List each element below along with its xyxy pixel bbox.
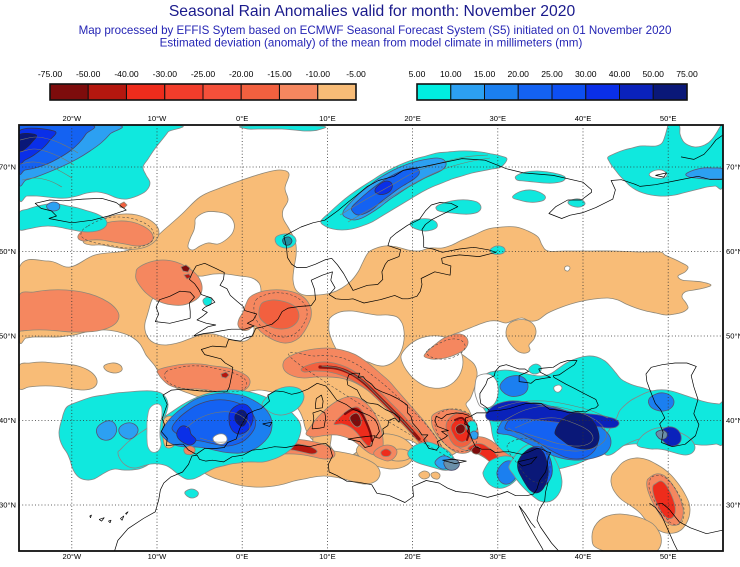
svg-text:10°E: 10°E — [319, 114, 336, 123]
svg-text:75.00: 75.00 — [676, 69, 698, 79]
svg-text:20°W: 20°W — [62, 552, 81, 561]
svg-text:30°N: 30°N — [0, 501, 16, 510]
svg-text:-10.00: -10.00 — [306, 69, 331, 79]
svg-text:50°E: 50°E — [660, 114, 677, 123]
svg-text:-40.00: -40.00 — [114, 69, 139, 79]
svg-text:Map processed by EFFIS Sytem b: Map processed by EFFIS Sytem based on EC… — [79, 24, 672, 37]
svg-text:20°W: 20°W — [62, 114, 81, 123]
svg-text:20°E: 20°E — [404, 114, 421, 123]
svg-text:30.00: 30.00 — [575, 69, 597, 79]
svg-text:0°E: 0°E — [236, 552, 248, 561]
svg-text:-20.00: -20.00 — [229, 69, 254, 79]
svg-text:70°N: 70°N — [726, 163, 740, 172]
svg-text:40°N: 40°N — [726, 416, 740, 425]
svg-text:5.00: 5.00 — [409, 69, 426, 79]
svg-text:0°E: 0°E — [236, 114, 248, 123]
svg-text:-50.00: -50.00 — [76, 69, 101, 79]
svg-text:30°E: 30°E — [490, 114, 507, 123]
svg-text:30°N: 30°N — [726, 501, 740, 510]
svg-text:50°E: 50°E — [660, 552, 677, 561]
svg-text:-5.00: -5.00 — [346, 69, 366, 79]
svg-text:Seasonal Rain Anomalies valid: Seasonal Rain Anomalies valid for month:… — [169, 3, 576, 20]
svg-text:15.00: 15.00 — [474, 69, 496, 79]
svg-text:10°W: 10°W — [148, 552, 167, 561]
svg-text:50°N: 50°N — [0, 332, 16, 341]
svg-text:30°E: 30°E — [490, 552, 507, 561]
svg-text:70°N: 70°N — [0, 163, 16, 172]
svg-text:50°N: 50°N — [726, 332, 740, 341]
svg-text:40°E: 40°E — [575, 552, 592, 561]
svg-text:-25.00: -25.00 — [191, 69, 216, 79]
svg-text:50.00: 50.00 — [642, 69, 664, 79]
svg-text:-75.00: -75.00 — [38, 69, 63, 79]
svg-text:40°E: 40°E — [575, 114, 592, 123]
svg-text:60°N: 60°N — [726, 247, 740, 256]
svg-text:25.00: 25.00 — [541, 69, 563, 79]
svg-text:20.00: 20.00 — [507, 69, 529, 79]
svg-text:10.00: 10.00 — [440, 69, 462, 79]
svg-text:Estimated deviation (anomaly): Estimated deviation (anomaly) of the mea… — [160, 37, 583, 50]
svg-text:-15.00: -15.00 — [267, 69, 292, 79]
svg-text:10°E: 10°E — [319, 552, 336, 561]
svg-text:40°N: 40°N — [0, 416, 16, 425]
svg-text:10°W: 10°W — [148, 114, 167, 123]
svg-text:-30.00: -30.00 — [153, 69, 178, 79]
svg-text:20°E: 20°E — [404, 552, 421, 561]
svg-text:40.00: 40.00 — [609, 69, 631, 79]
svg-text:60°N: 60°N — [0, 247, 16, 256]
